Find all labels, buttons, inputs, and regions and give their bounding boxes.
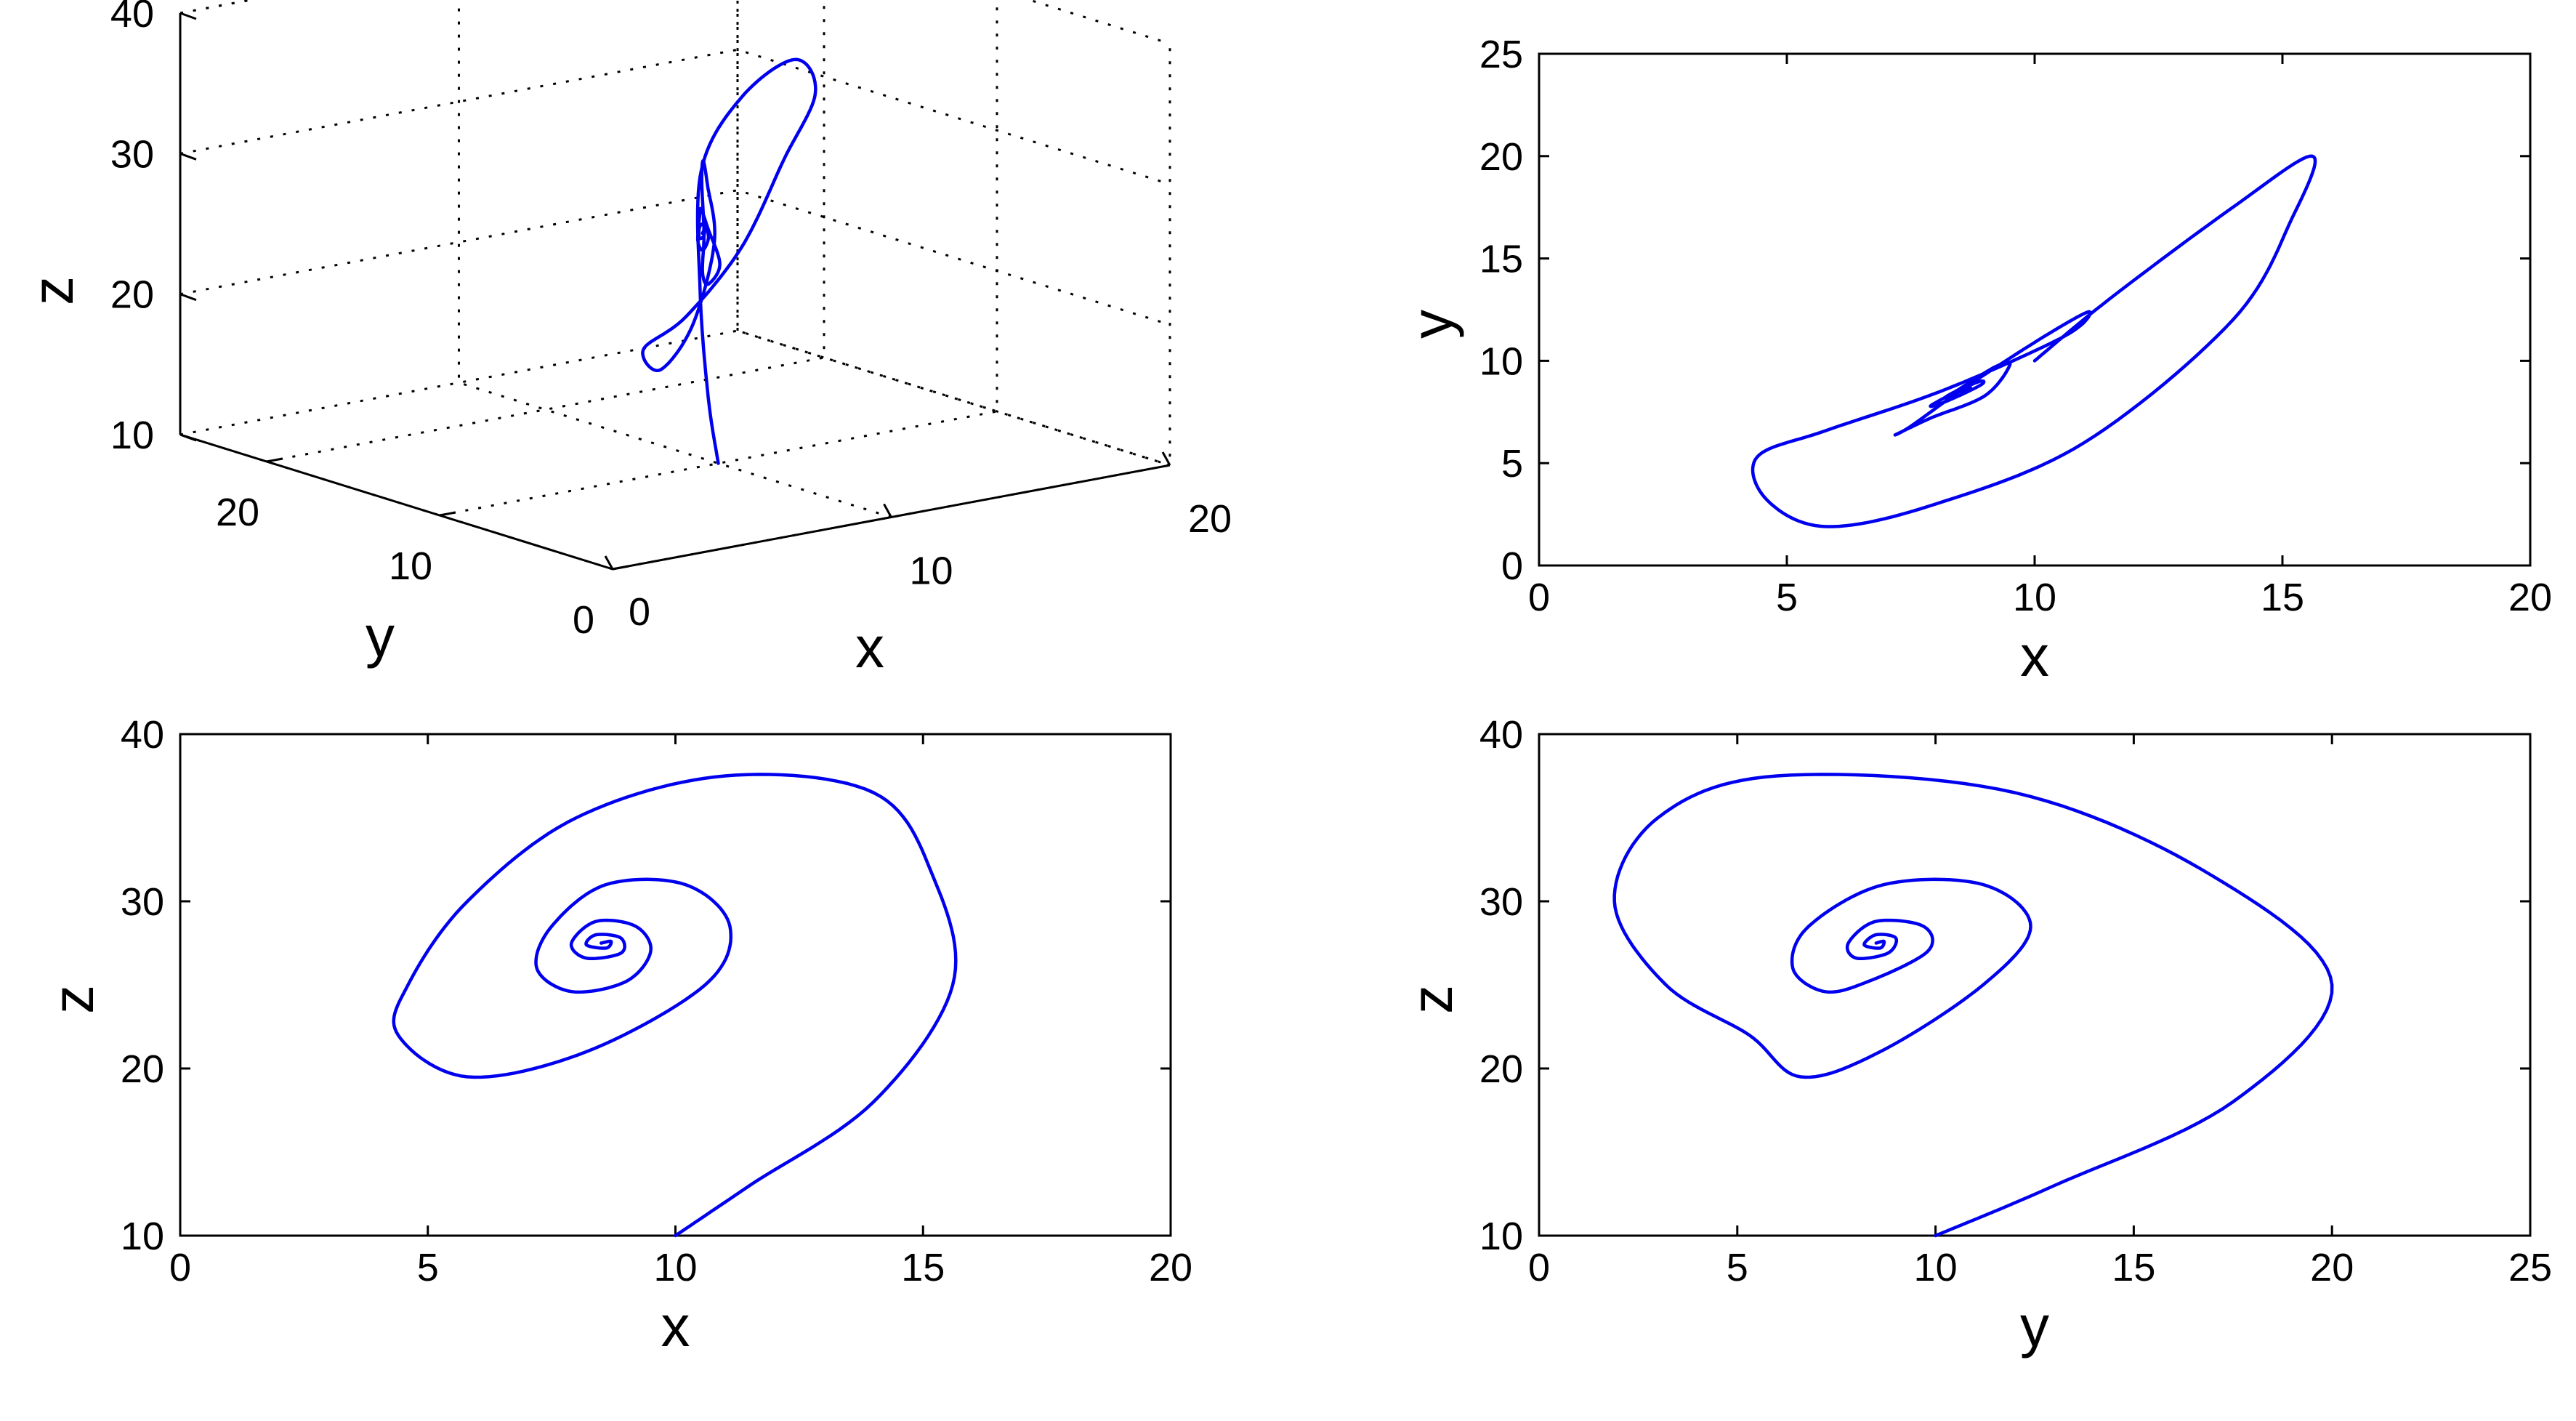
grid-line-x-3d [736,0,1171,467]
y-axis-line-3d [179,433,613,571]
y-tick-mark-3d [266,457,283,463]
y-tick-label-3d: 10 [389,544,432,588]
y-tick-label-xz: 30 [121,880,164,924]
trajectory-line-3d [641,57,817,465]
plot-frame-yz [1538,733,2532,1237]
z-tick-label-3d: 20 [110,273,154,317]
x-tick-mark-3d [883,503,892,518]
x-tick-mark-3d [1161,451,1171,466]
y-tick-label-yz: 40 [1479,713,1523,757]
z-tick-label-3d: 40 [110,0,154,36]
y-axis-label-xy: y [1400,310,1464,339]
x-tick-label-xz: 0 [169,1246,191,1289]
y-tick-label-xy: 20 [1479,135,1523,179]
x-tick-label-yz: 15 [2112,1246,2155,1289]
x-tick-label-xy: 10 [2013,576,2056,619]
z-tick-mark-3d [179,12,197,20]
y-tick-label-xy: 25 [1479,33,1523,76]
y-tick-label-3d: 20 [216,491,259,534]
x-tick-label-yz: 25 [2508,1246,2552,1289]
y-tick-label-xy: 5 [1501,442,1523,486]
x-axis-label-xy: x [2020,624,2049,688]
z-tick-mark-3d [179,152,197,161]
plot-frame-xy [1538,52,2532,567]
x-tick-label-yz: 10 [1914,1246,1958,1289]
x-axis-label-xz: x [661,1294,690,1358]
x-tick-label-xz: 10 [653,1246,697,1289]
z-tick-label-3d: 30 [110,132,154,176]
x-tick-label-xz: 20 [1149,1246,1192,1289]
y-axis-label-yz: z [1400,985,1464,1014]
y-tick-label-xy: 0 [1501,544,1523,588]
x-tick-label-xy: 0 [1528,576,1550,619]
x-tick-label-xz: 5 [417,1246,439,1289]
x-axis-label-3d: x [855,615,884,680]
z-axis-label-3d: z [20,276,85,305]
trajectory-line-xz [392,773,958,1238]
y-tick-label-xz: 10 [121,1215,164,1258]
x-tick-label-yz: 5 [1727,1246,1748,1289]
grid-line-z-3d [179,0,1171,45]
y-tick-label-yz: 10 [1479,1215,1523,1258]
trajectory-line-xy [1751,154,2317,528]
y-tick-label-xz: 20 [121,1047,164,1091]
x-tick-label-yz: 0 [1528,1246,1550,1289]
z-tick-mark-3d [179,293,197,302]
y-tick-label-yz: 20 [1479,1047,1523,1091]
grid-line-x-3d [458,0,892,518]
y-axis-label-3d: y [366,604,395,669]
y-tick-label-xy: 15 [1479,238,1523,281]
x-tick-label-3d: 0 [629,590,650,634]
grid-line-x-3d [179,13,613,571]
y-tick-label-3d: 0 [573,598,594,642]
x-tick-mark-3d [604,555,614,570]
z-tick-label-3d: 10 [110,414,154,457]
x-tick-label-xy: 5 [1776,576,1798,619]
grid-line-z-3d [179,48,1171,185]
y-tick-mark-3d [612,565,629,571]
grid-line-y-3d [266,0,825,463]
y-tick-label-yz: 30 [1479,880,1523,924]
x-tick-label-xy: 15 [2261,576,2304,619]
grid-line-z-3d [179,189,1171,326]
x-tick-label-3d: 20 [1188,497,1232,541]
x-tick-label-xz: 15 [901,1246,945,1289]
plot-frame-xz [179,733,1172,1237]
x-axis-label-yz: y [2020,1294,2049,1358]
y-tick-label-xy: 10 [1479,339,1523,383]
grid-line-z-3d [179,329,1171,467]
y-axis-label-xz: z [41,985,105,1014]
trajectory-line-yz [1612,773,2334,1238]
y-tick-label-xz: 40 [121,713,164,757]
x-tick-label-xy: 20 [2508,576,2552,619]
x-tick-label-yz: 20 [2310,1246,2354,1289]
y-tick-mark-3d [439,511,456,517]
z-tick-mark-3d [179,433,197,442]
x-tick-label-3d: 10 [909,550,953,593]
